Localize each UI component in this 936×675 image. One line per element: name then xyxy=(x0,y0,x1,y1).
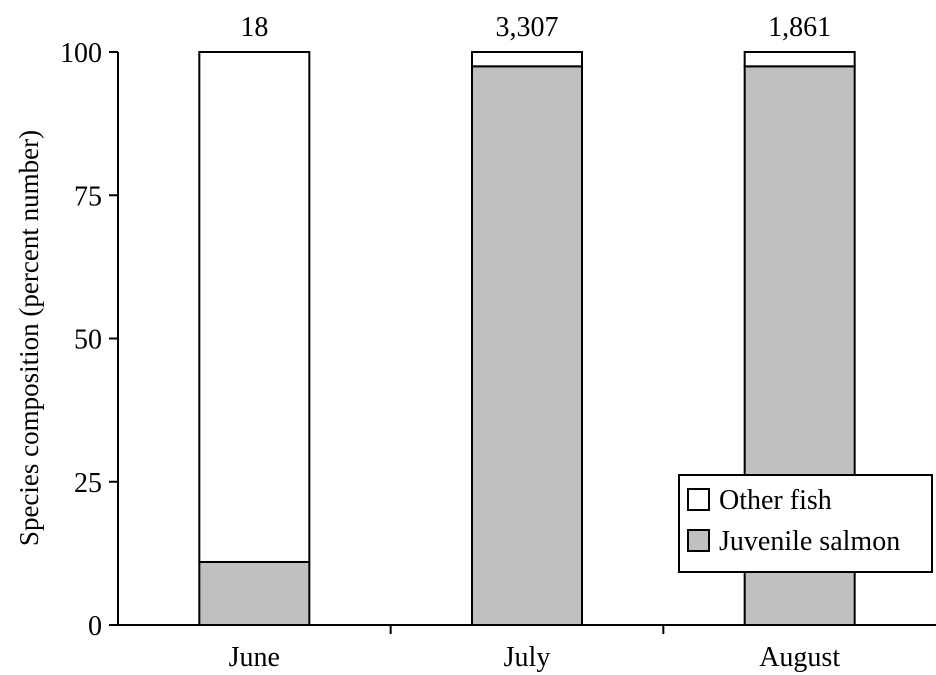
x-category-label: August xyxy=(759,642,840,673)
bars xyxy=(198,51,856,626)
y-tick-label: 50 xyxy=(74,325,102,356)
bar-total-labels: 18 3,307 1,861 xyxy=(240,12,831,43)
legend-swatch xyxy=(687,529,710,552)
bar-total-label: 3,307 xyxy=(496,12,559,43)
bar-segment-juvenile-salmon xyxy=(198,560,311,626)
y-tick-label: 75 xyxy=(74,181,102,212)
legend-label: Juvenile salmon xyxy=(719,526,900,557)
y-axis-title: Species composition (percent number) xyxy=(14,130,44,546)
x-category-label: June xyxy=(229,642,280,673)
bar-segment-juvenile-salmon xyxy=(471,65,583,626)
legend-box xyxy=(678,474,933,573)
bar-total-label: 1,861 xyxy=(768,12,831,43)
y-tick-label: 100 xyxy=(60,38,102,69)
y-tick-label: 25 xyxy=(74,468,102,499)
bar-total-label: 18 xyxy=(240,12,268,43)
bar-segment-other-fish xyxy=(743,51,856,68)
x-axis: June July August xyxy=(118,624,936,673)
legend-label: Other fish xyxy=(719,485,832,516)
legend-swatch xyxy=(687,488,710,511)
x-category-label: July xyxy=(504,642,551,673)
y-tick-label: 0 xyxy=(88,611,102,642)
legend: Other fish Juvenile salmon xyxy=(678,474,933,573)
y-axis: 0 25 50 75 100 xyxy=(60,38,119,642)
bar-segment-other-fish xyxy=(471,51,583,68)
bar-segment-other-fish xyxy=(198,51,311,563)
